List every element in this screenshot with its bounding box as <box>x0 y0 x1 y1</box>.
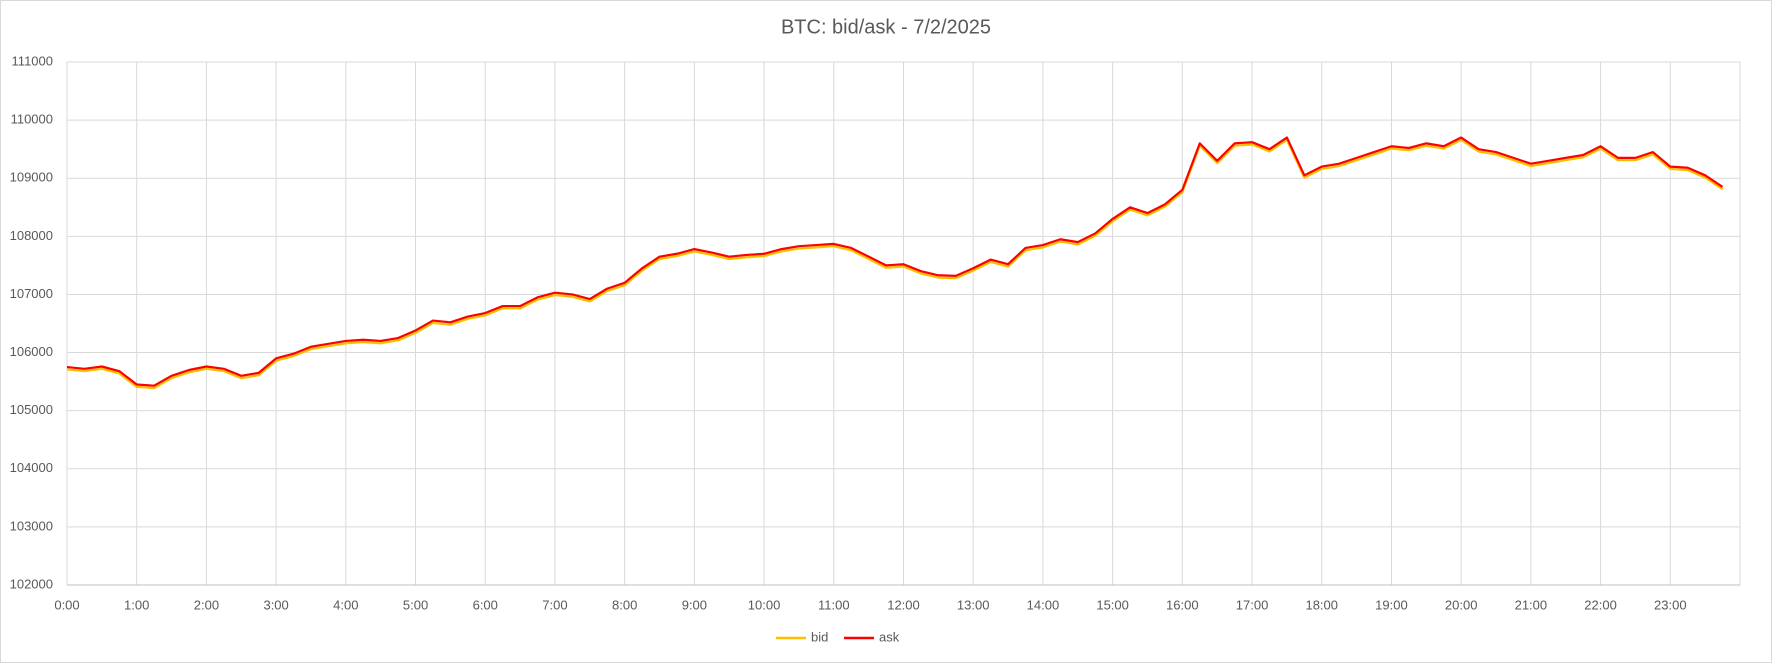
x-tick-label: 16:00 <box>1166 597 1199 612</box>
y-tick-label: 104000 <box>10 460 53 475</box>
x-tick-label: 12:00 <box>887 597 920 612</box>
x-tick-label: 15:00 <box>1096 597 1129 612</box>
x-tick-label: 4:00 <box>333 597 358 612</box>
y-tick-label: 109000 <box>10 170 53 185</box>
x-tick-label: 10:00 <box>748 597 781 612</box>
y-tick-label: 111000 <box>12 53 53 68</box>
x-tick-label: 9:00 <box>682 597 707 612</box>
x-tick-label: 2:00 <box>194 597 219 612</box>
x-tick-label: 17:00 <box>1236 597 1269 612</box>
x-tick-label: 5:00 <box>403 597 428 612</box>
x-tick-label: 11:00 <box>818 597 850 612</box>
x-tick-label: 8:00 <box>612 597 637 612</box>
legend-label: ask <box>879 629 900 644</box>
y-tick-label: 107000 <box>10 286 53 301</box>
chart-title: BTC: bid/ask - 7/2/2025 <box>781 16 991 38</box>
legend-label: bid <box>811 629 828 644</box>
x-tick-label: 7:00 <box>542 597 567 612</box>
x-tick-label: 14:00 <box>1027 597 1060 612</box>
y-tick-label: 106000 <box>10 344 53 359</box>
x-tick-label: 13:00 <box>957 597 990 612</box>
x-tick-label: 0:00 <box>54 597 79 612</box>
x-tick-label: 22:00 <box>1584 597 1617 612</box>
x-tick-label: 6:00 <box>473 597 498 612</box>
x-tick-label: 3:00 <box>263 597 288 612</box>
x-tick-label: 19:00 <box>1375 597 1408 612</box>
y-tick-label: 102000 <box>10 576 53 591</box>
y-tick-label: 103000 <box>10 518 53 533</box>
x-tick-label: 23:00 <box>1654 597 1687 612</box>
x-tick-label: 21:00 <box>1515 597 1548 612</box>
y-tick-label: 110000 <box>11 112 53 127</box>
x-tick-label: 20:00 <box>1445 597 1478 612</box>
y-tick-label: 105000 <box>10 402 53 417</box>
x-tick-label: 1:00 <box>124 597 149 612</box>
series-line <box>66 136 1724 387</box>
y-tick-label: 108000 <box>10 228 53 243</box>
series-line <box>66 138 1724 390</box>
x-tick-label: 18:00 <box>1305 597 1338 612</box>
